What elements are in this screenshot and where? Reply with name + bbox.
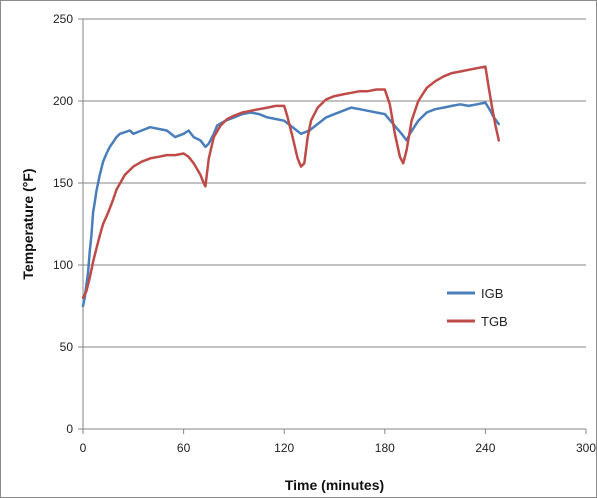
y-axis-title: Temperature (°F) bbox=[20, 168, 36, 279]
x-axis-title: Time (minutes) bbox=[285, 477, 384, 493]
legend-label-igb: IGB bbox=[481, 286, 503, 301]
y-tick-label-100: 100 bbox=[53, 258, 73, 272]
y-tick-label-50: 50 bbox=[60, 340, 74, 354]
x-tick-label-240: 240 bbox=[475, 441, 495, 455]
x-tick-label-60: 60 bbox=[177, 441, 191, 455]
x-tick-label-300: 300 bbox=[576, 441, 596, 455]
data-series bbox=[81, 65, 501, 308]
series-line-igb bbox=[81, 101, 501, 308]
x-tick-label-0: 0 bbox=[80, 441, 87, 455]
y-tick-label-0: 0 bbox=[66, 422, 73, 436]
series-line-tgb bbox=[81, 65, 501, 300]
y-tick-label-200: 200 bbox=[53, 94, 73, 108]
axes bbox=[78, 18, 587, 434]
y-tick-label-150: 150 bbox=[53, 176, 73, 190]
y-tick-labels: 0 50 100 150 200 250 bbox=[53, 12, 73, 436]
legend-label-tgb: TGB bbox=[481, 314, 508, 329]
y-tick-label-250: 250 bbox=[53, 12, 73, 26]
x-tick-label-180: 180 bbox=[375, 441, 395, 455]
x-tick-label-120: 120 bbox=[274, 441, 294, 455]
gridlines bbox=[83, 18, 586, 348]
x-tick-labels: 0 60 120 180 240 300 bbox=[80, 441, 597, 455]
legend: IGB TGB bbox=[447, 286, 508, 329]
